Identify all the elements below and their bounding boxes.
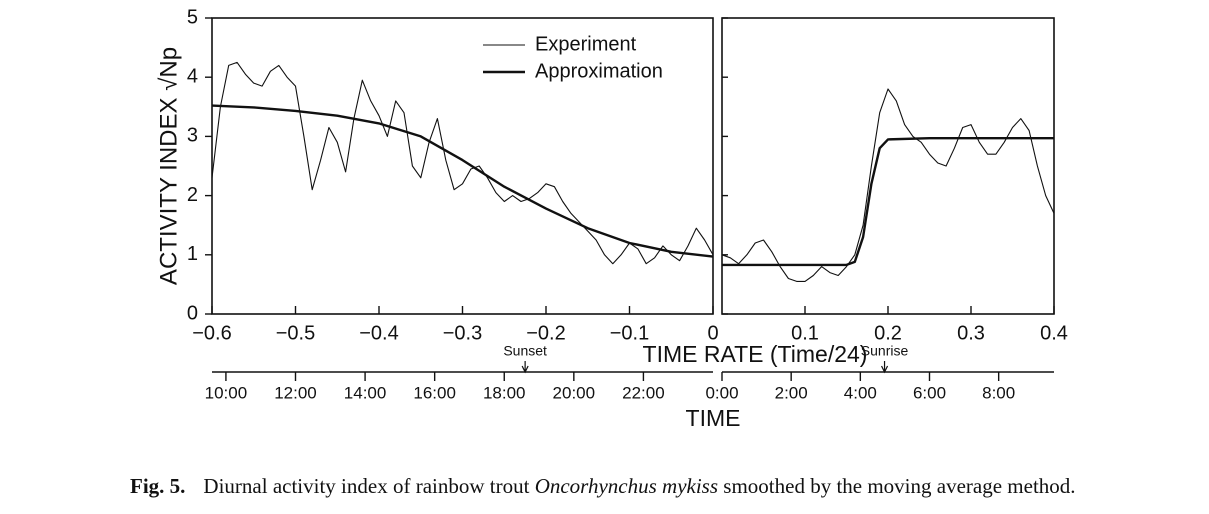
x-tick-label: −0.4 [359, 322, 398, 344]
x-tick-label: 0 [707, 322, 718, 344]
y-tick-label: 4 [187, 65, 198, 87]
y-axis-label: ACTIVITY INDEX √Np [155, 47, 182, 285]
x-tick-label: −0.1 [610, 322, 649, 344]
x2-axis-label: TIME [686, 405, 741, 431]
x2-tick-label: 10:00 [205, 383, 248, 402]
annotation: Sunrise [861, 343, 909, 359]
series-line [721, 88, 1055, 282]
x2-tick-label: 8:00 [982, 383, 1015, 402]
x2-tick-label: 6:00 [913, 383, 946, 402]
x-tick-label: 0.3 [957, 322, 985, 344]
legend-label: Approximation [535, 60, 663, 82]
x2-tick-label: 22:00 [622, 383, 665, 402]
caption-text: Diurnal activity index of rainbow trout [203, 474, 534, 498]
y-tick-label: 1 [187, 243, 198, 265]
caption-text: smoothed by the moving average method. [718, 474, 1076, 498]
x2-tick-label: 14:00 [344, 383, 387, 402]
y-tick-label: 3 [187, 125, 198, 147]
series-line [722, 137, 1054, 267]
y-tick-label: 5 [187, 6, 198, 28]
x-tick-label: 0.2 [874, 322, 902, 344]
x-tick-label: −0.2 [526, 322, 565, 344]
x2-tick-label: 0:00 [705, 383, 738, 402]
caption: Fig. 5. Diurnal activity index of rainbow… [130, 474, 1076, 498]
series-line [211, 104, 714, 258]
x2-tick-label: 2:00 [775, 383, 808, 402]
x-tick-label: −0.5 [276, 322, 315, 344]
annotation-arrow [521, 361, 529, 374]
caption-label: Fig. 5. [130, 474, 185, 498]
y-tick-label: 2 [187, 184, 198, 206]
annotation-arrow [881, 361, 889, 374]
annotation: Sunset [503, 343, 547, 359]
y-tick-label: 0 [187, 302, 198, 324]
x-axis-label: TIME RATE (Time/24) [643, 341, 868, 367]
x-tick-label: −0.3 [443, 322, 482, 344]
x-tick-label: −0.6 [192, 322, 231, 344]
caption-species: Oncorhynchus mykiss [535, 474, 718, 498]
x2-tick-label: 4:00 [844, 383, 877, 402]
x-tick-label: 0.1 [791, 322, 819, 344]
legend-label: Experiment [535, 33, 637, 55]
x2-tick-label: 20:00 [553, 383, 596, 402]
plot-frame [721, 17, 1055, 315]
x2-tick-label: 16:00 [413, 383, 456, 402]
x2-tick-label: 18:00 [483, 383, 526, 402]
x-tick-label: 0.4 [1040, 322, 1068, 344]
series-line [211, 61, 714, 265]
x2-tick-label: 12:00 [274, 383, 317, 402]
